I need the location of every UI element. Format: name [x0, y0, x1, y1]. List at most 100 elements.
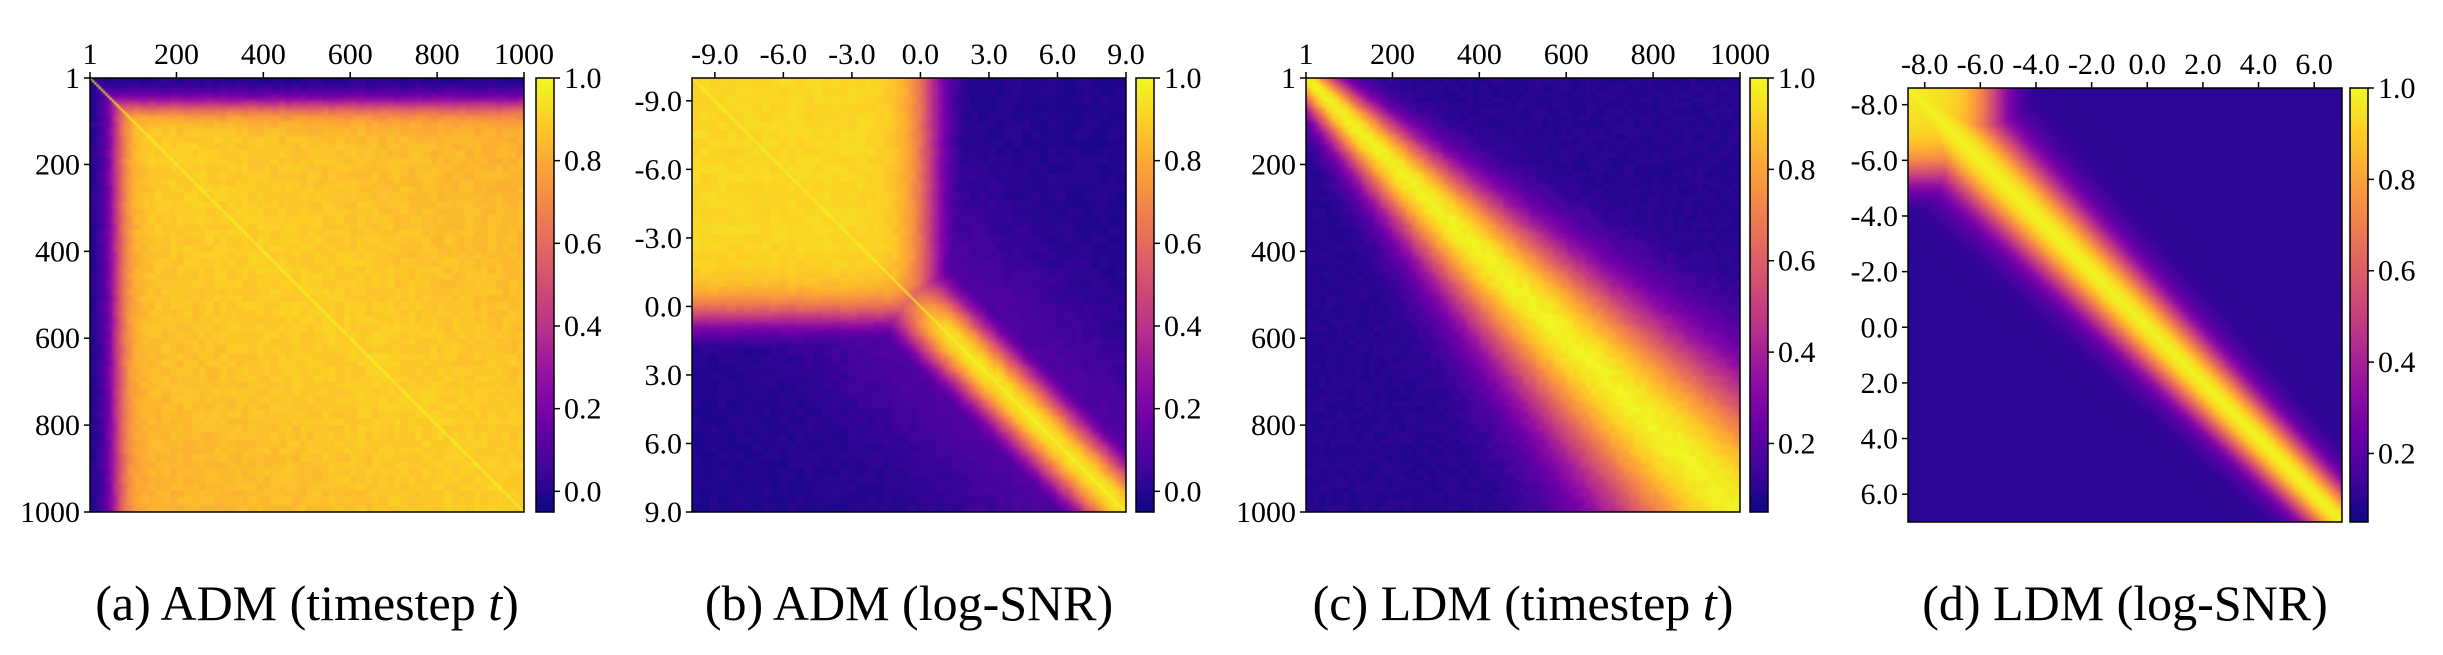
panel-caption: (d) LDM (log-SNR)	[1922, 575, 2328, 631]
heatmap-image	[90, 78, 524, 512]
x-tick-label: 2.0	[2184, 48, 2222, 81]
y-tick-label: 6.0	[645, 427, 683, 460]
colorbar-tick-label: 0.6	[2378, 255, 2416, 288]
colorbar-tick-label: 0.6	[1778, 245, 1816, 278]
colorbar-frame	[1749, 77, 1769, 513]
x-tick-label: 0.0	[902, 38, 940, 71]
x-tick-label: 6.0	[2295, 48, 2333, 81]
heatmap-panel-3: 1 200 400 600 800 1000120040060080010001.00.8…	[1236, 38, 1816, 631]
heatmap-image	[1908, 88, 2342, 522]
x-tick-label: 1	[1299, 38, 1314, 71]
colorbar	[1750, 78, 1768, 512]
colorbar-tick-label: 1.0	[2378, 72, 2416, 105]
x-tick-label: 9.0	[1107, 38, 1145, 71]
y-tick-label: 4.0	[1861, 423, 1899, 456]
x-tick-label: 0.0	[2129, 48, 2167, 81]
colorbar-tick-label: 1.0	[1778, 62, 1816, 95]
y-tick-label: -9.0	[635, 85, 683, 118]
y-tick-label: 2.0	[1861, 367, 1899, 400]
colorbar-frame	[2349, 87, 2369, 523]
x-tick-label: 200	[154, 38, 199, 71]
y-tick-label: 1	[1281, 62, 1296, 95]
heatmap-panel-1: 1 200 400 600 800 1000120040060080010001.00.8…	[20, 38, 602, 631]
y-tick-label: 0.0	[1861, 311, 1899, 344]
y-tick-label: 1000	[1236, 496, 1296, 529]
colorbar	[2350, 88, 2368, 522]
y-tick-label: 1000	[20, 496, 80, 529]
y-tick-label: -6.0	[1851, 144, 1899, 177]
colorbar-tick-label: 1.0	[564, 62, 602, 95]
y-tick-label: -4.0	[1851, 200, 1899, 233]
x-tick-label: -9.0	[691, 38, 739, 71]
panel-caption: (b) ADM (log-SNR)	[705, 575, 1113, 631]
heatmap-frame	[1305, 77, 1741, 513]
y-tick-label: 3.0	[645, 359, 683, 392]
x-tick-label: 400	[1457, 38, 1502, 71]
x-tick-label: -3.0	[828, 38, 876, 71]
panel-caption: (a) ADM (timestep t)	[95, 575, 519, 631]
y-tick-label: 200	[1251, 148, 1296, 181]
colorbar-frame	[535, 77, 555, 513]
y-tick-label: -8.0	[1851, 89, 1899, 122]
colorbar-tick-label: 0.8	[1778, 153, 1816, 186]
y-tick-label: 800	[35, 409, 80, 442]
colorbar-tick-label: 0.2	[564, 393, 602, 426]
x-tick-label: -8.0	[1901, 48, 1949, 81]
colorbar-tick-label: 0.0	[564, 475, 602, 508]
colorbar-tick-label: 0.4	[564, 310, 602, 343]
x-tick-label: 400	[241, 38, 286, 71]
colorbar-tick-label: 0.6	[1164, 227, 1202, 260]
heatmap-frame	[1907, 87, 2343, 523]
x-tick-label: -2.0	[2068, 48, 2116, 81]
y-tick-label: 600	[35, 322, 80, 355]
y-tick-label: 0.0	[645, 290, 683, 323]
x-tick-label: 200	[1370, 38, 1415, 71]
y-tick-label: 1	[65, 62, 80, 95]
x-tick-label: 1	[83, 38, 98, 71]
y-tick-label: 600	[1251, 322, 1296, 355]
x-tick-label: -6.0	[760, 38, 808, 71]
panel-caption: (c) LDM (timestep t)	[1313, 575, 1734, 631]
y-tick-label: 800	[1251, 409, 1296, 442]
y-tick-label: 9.0	[645, 496, 683, 529]
x-tick-label: 1000	[1710, 38, 1770, 71]
y-tick-label: -2.0	[1851, 256, 1899, 289]
colorbar-tick-label: 0.8	[2378, 163, 2416, 196]
x-tick-label: 6.0	[1039, 38, 1077, 71]
heatmap-panel-2: -9.0 -6.0 -3.0 0.0 3.0 6.0 9.0 -9.0 -6.0 -3.0 0.0 3…	[635, 38, 1202, 631]
y-tick-label: 6.0	[1861, 478, 1899, 511]
colorbar-frame	[1135, 77, 1155, 513]
x-tick-label: 800	[1631, 38, 1676, 71]
colorbar-tick-label: 0.4	[1164, 310, 1202, 343]
y-tick-label: 200	[35, 148, 80, 181]
colorbar-tick-label: 1.0	[1164, 62, 1202, 95]
y-tick-label: -6.0	[635, 153, 683, 186]
colorbar-tick-label: 0.4	[2378, 346, 2416, 379]
y-tick-label: 400	[1251, 235, 1296, 268]
heatmap-frame	[89, 77, 525, 513]
x-tick-label: 800	[415, 38, 460, 71]
y-tick-label: 400	[35, 235, 80, 268]
x-tick-label: 600	[328, 38, 373, 71]
x-tick-label: 3.0	[970, 38, 1008, 71]
colorbar-tick-label: 0.8	[1164, 145, 1202, 178]
y-tick-label: -3.0	[635, 222, 683, 255]
heatmap-image	[1306, 78, 1740, 512]
colorbar-tick-label: 0.6	[564, 227, 602, 260]
heatmap-image	[692, 78, 1126, 512]
x-tick-label: -6.0	[1957, 48, 2005, 81]
colorbar-tick-label: 0.2	[2378, 437, 2416, 470]
colorbar-tick-label: 0.4	[1778, 336, 1816, 369]
colorbar-tick-label: 0.8	[564, 145, 602, 178]
x-tick-label: 4.0	[2240, 48, 2278, 81]
colorbar	[536, 78, 554, 512]
colorbar-tick-label: 0.2	[1164, 393, 1202, 426]
heatmap-panel-4: -8.0 -6.0 -4.0 -2.0 0.0 2.0 4.0 6.0-8.0-6.0-4.0…	[1851, 48, 2416, 631]
x-tick-label: 1000	[494, 38, 554, 71]
colorbar-tick-label: 0.0	[1164, 475, 1202, 508]
colorbar	[1136, 78, 1154, 512]
x-tick-label: -4.0	[2012, 48, 2060, 81]
heatmap-frame	[691, 77, 1127, 513]
colorbar-tick-label: 0.2	[1778, 427, 1816, 460]
